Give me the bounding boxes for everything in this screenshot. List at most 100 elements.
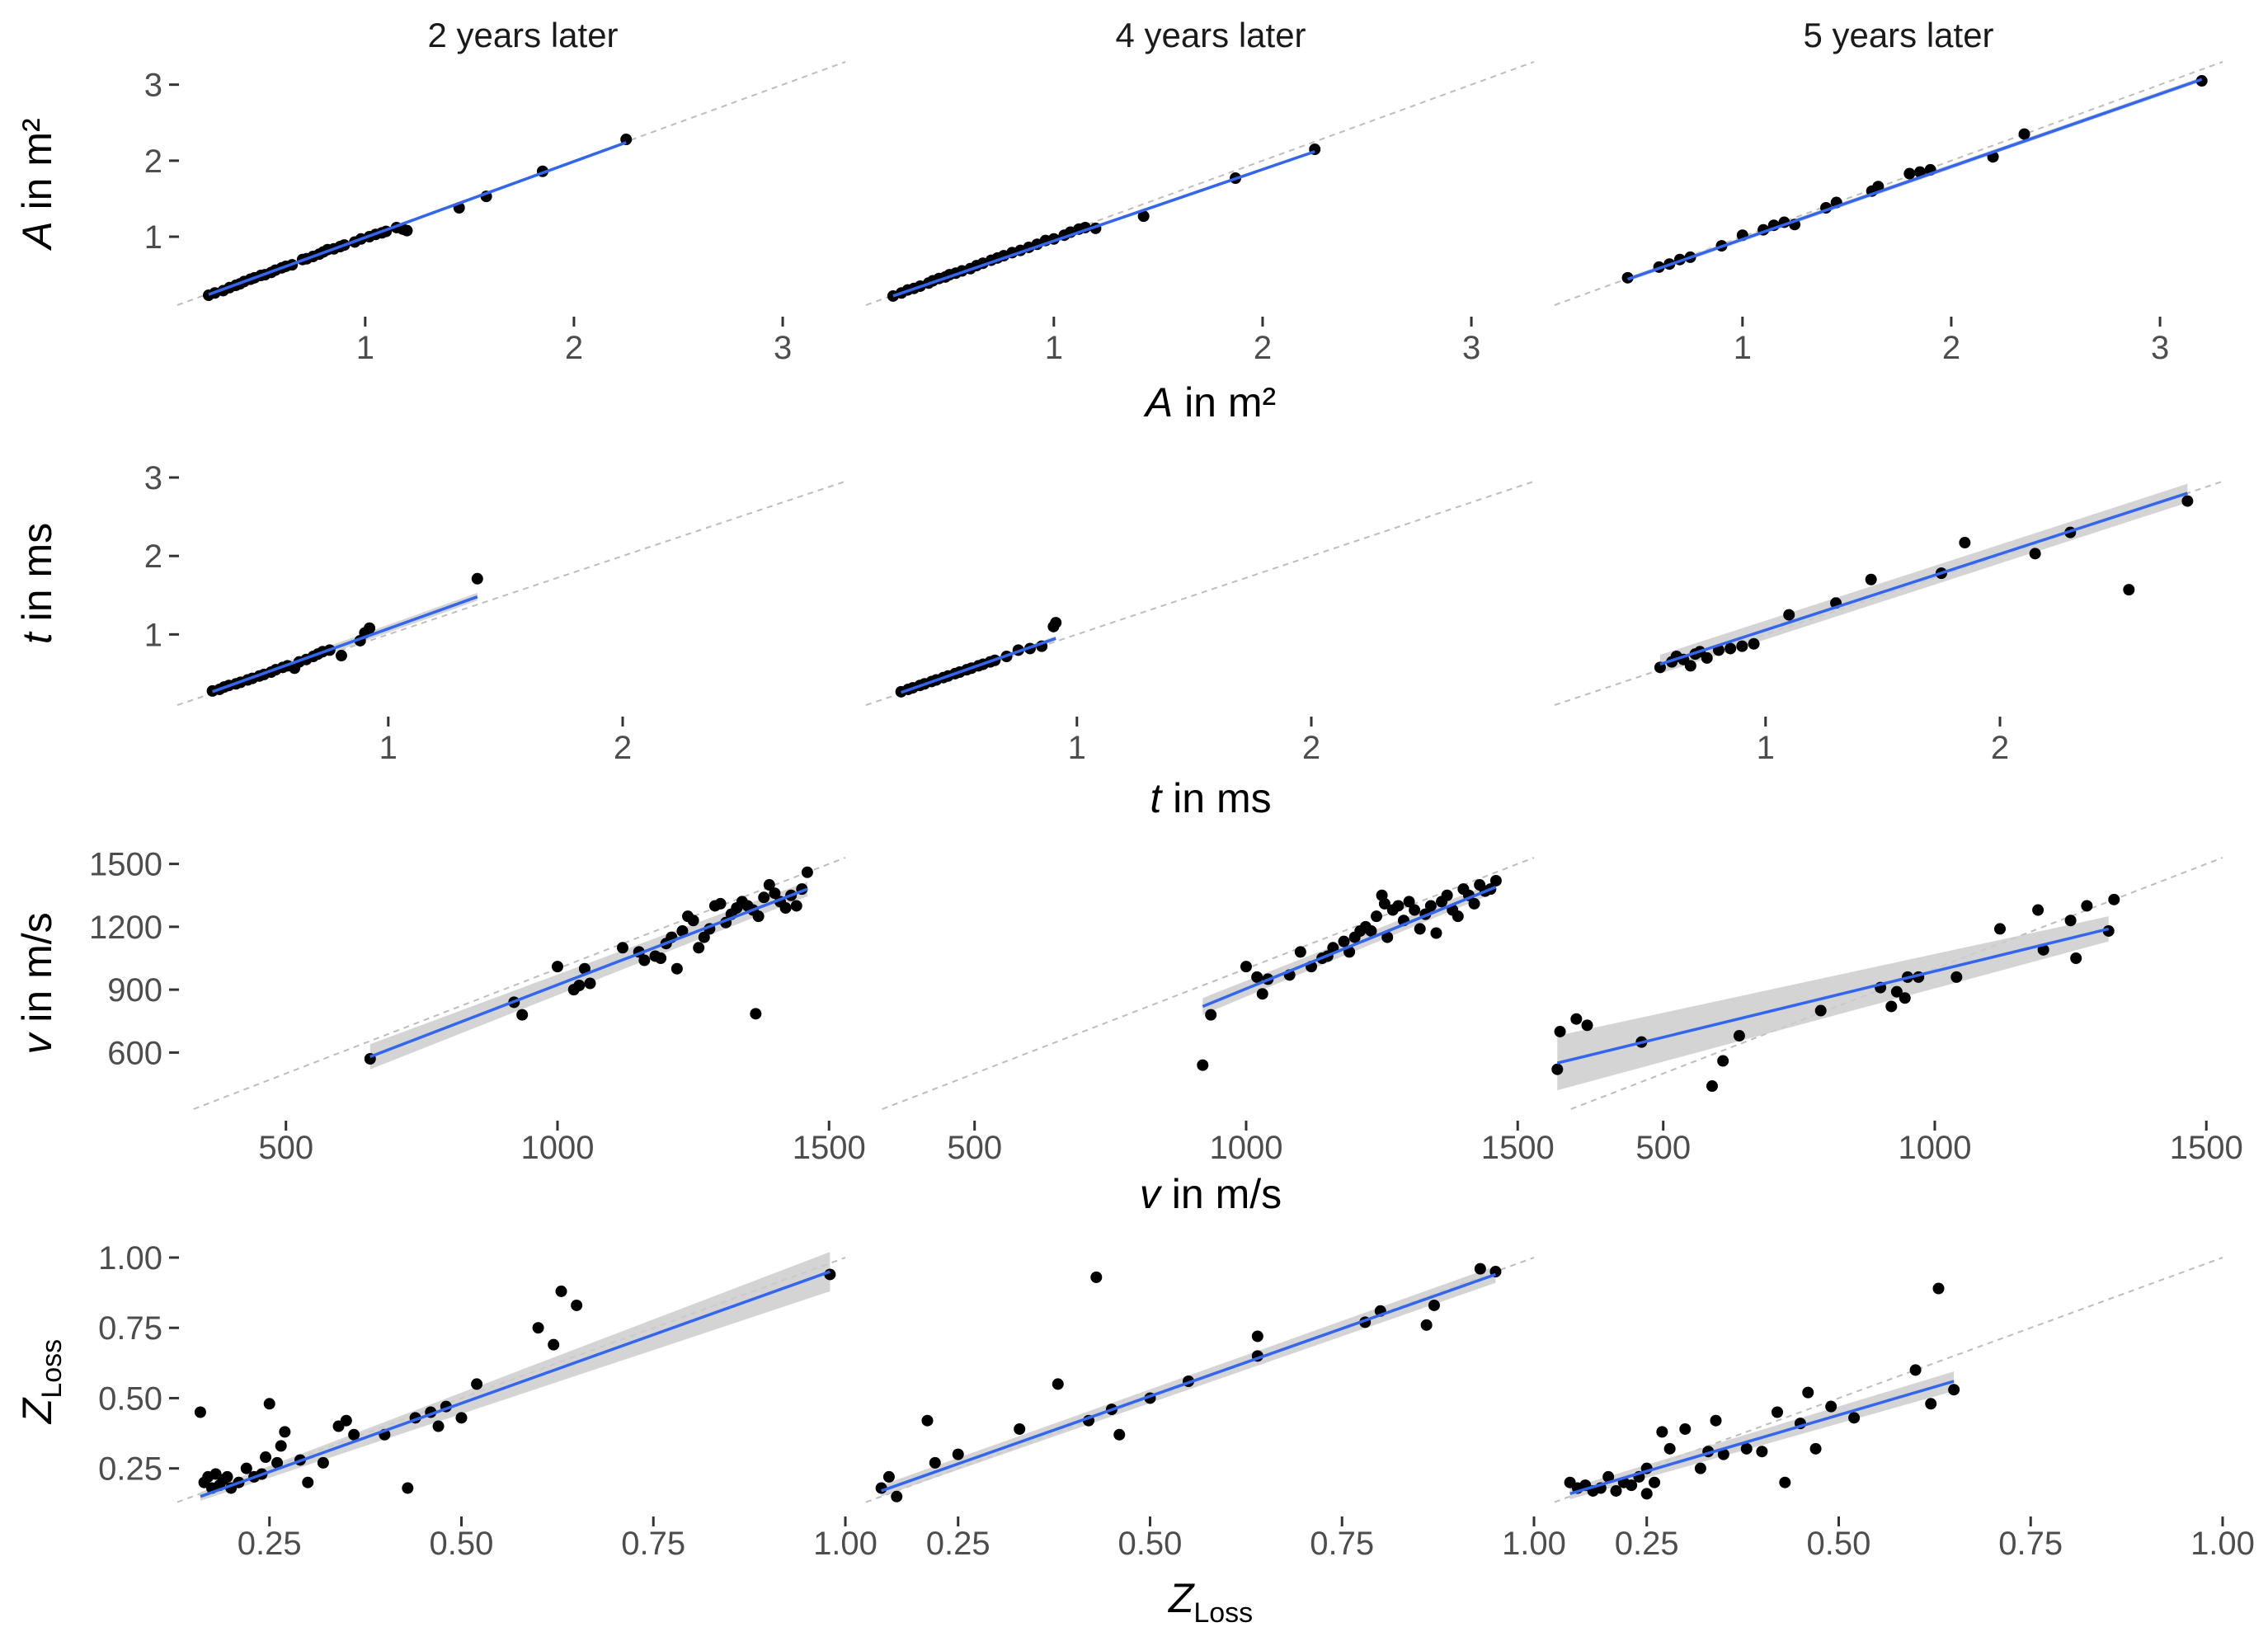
data-point [1663,1442,1676,1455]
x-axis-title-Z: ZLoss [1168,1575,1253,1627]
x-tick-label: 0.75 [1998,1526,2063,1562]
x-tick-label: 500 [258,1130,313,1166]
data-point [1649,1476,1661,1488]
data-point [1814,1004,1827,1017]
y-tick-label: 1.00 [98,1240,162,1277]
x-tick-label: 1.00 [813,1526,878,1562]
data-point [1468,897,1480,910]
data-point [1424,900,1437,912]
x-tick-label: 0.50 [1807,1526,1871,1562]
data-point [240,1462,252,1474]
x-tick-label: 2 [614,730,632,766]
data-point [2102,924,2115,937]
data-point [1932,1282,1945,1295]
data-point [2018,128,2030,140]
data-point [1756,1446,1768,1458]
panel-A-3: 1 2 3 [1554,61,2223,366]
x-tick-label: 0.25 [926,1526,990,1562]
panel-Z-2: 0.25 0.50 0.75 1.00 [865,1257,1566,1562]
data-point [714,897,727,910]
y-tick-label: 1500 [89,847,162,883]
data-point [401,224,413,237]
data-point [348,1428,360,1441]
x-tick-label: 1000 [520,1130,594,1166]
x-tick-label: 0.50 [1118,1526,1183,1562]
fit-line [208,141,627,296]
data-point [1581,1019,1593,1032]
data-point [1809,1442,1822,1455]
data-point [1474,1263,1486,1275]
x-tick-label: 1 [1068,730,1086,766]
fit-line [369,887,808,1059]
column-title-3: 5 years later [1803,16,1993,54]
data-point [1338,935,1350,948]
data-point [1428,1299,1440,1311]
panel-t-1: 1 2 1 2 3 [144,460,846,766]
data-point [1205,1009,1217,1021]
data-point [1640,1488,1653,1500]
data-point [1948,1384,1960,1396]
data-point [455,1412,468,1424]
data-point [2081,900,2093,912]
x-tick-label: 1 [356,330,374,366]
y-tick-label: 900 [107,972,162,1009]
panel-v-3: 500 1000 1500 [1551,857,2243,1166]
x-tick-label: 1 [1734,330,1752,366]
fit-line [1627,78,2203,281]
fit-line [881,1272,1497,1493]
y-axis-title-v-unit: in m/s [14,912,60,1033]
data-point [1717,1448,1729,1460]
x-tick-label: 3 [2151,330,2169,366]
data-point [1802,1386,1814,1399]
y-tick-label: 600 [107,1035,162,1071]
data-point [1825,1400,1837,1413]
data-point [1950,971,1963,983]
x-tick-label: 1 [1045,330,1063,366]
data-point [1656,1426,1668,1438]
data-point [1736,640,1748,652]
data-point [1554,1025,1566,1037]
column-titles: 2 years later 4 years later 5 years late… [427,16,1993,54]
data-point [1403,896,1415,908]
y-axis-title-v: v in m/s [14,912,60,1054]
y-tick-label: 1 [144,219,162,256]
data-point [1365,924,1377,937]
data-point [952,1448,964,1460]
data-point [263,1398,275,1410]
data-point [882,1470,895,1483]
x-tick-label: 500 [1635,1130,1691,1166]
x-tick-label: 3 [1462,330,1480,366]
data-point [1626,1479,1638,1492]
data-point [1733,1030,1745,1042]
data-point [340,1414,352,1427]
x-axis-title-Z-var: Z [1168,1575,1195,1621]
data-point [364,622,376,634]
data-point [302,1476,314,1488]
x-tick-label: 1000 [1898,1130,1971,1166]
y-tick-label: 3 [144,460,162,496]
data-point [1441,889,1453,901]
confidence-band [1557,916,2109,1091]
data-point [790,900,802,912]
y-axis-title-A: A in m² [14,118,60,251]
data-point [2181,495,2194,507]
data-point [1725,642,1737,655]
data-point [2032,904,2044,916]
data-point [617,942,628,954]
column-title-1: 2 years later [427,16,618,54]
data-point [548,1338,560,1351]
y-axis-title-A-var: A [14,221,60,251]
data-point [1925,1398,1937,1410]
y-axis-title-t-var: t [14,631,60,644]
x-tick-label: 0.25 [238,1526,302,1562]
confidence-band [369,882,807,1070]
data-point [1294,946,1306,958]
data-point [1392,900,1405,912]
data-point [921,1414,934,1427]
fit-line [1659,491,2188,666]
x-tick-label: 0.75 [621,1526,685,1562]
data-point [1420,1319,1433,1331]
data-point [2123,584,2135,596]
x-tick-label: 1 [379,730,398,766]
